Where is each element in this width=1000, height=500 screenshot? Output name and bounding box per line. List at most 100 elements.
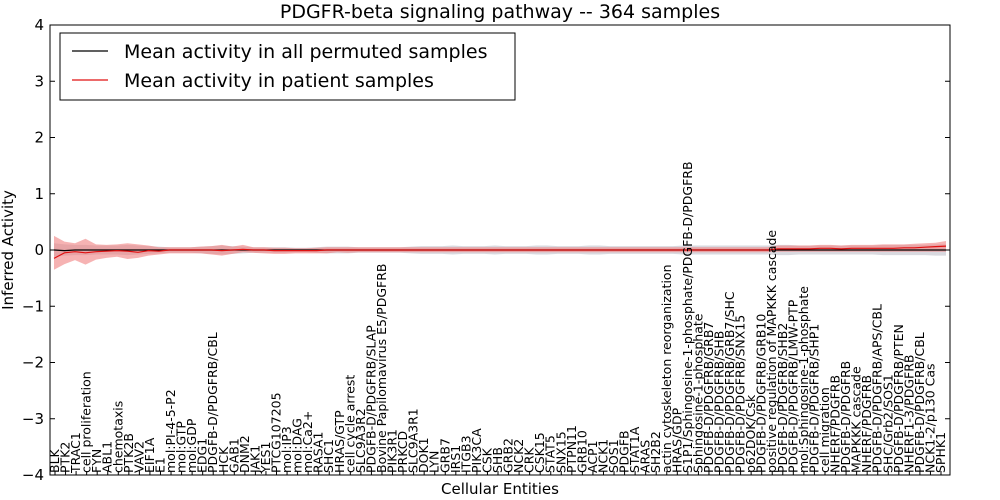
x-tick-label: SLC9A3R1 — [406, 408, 421, 473]
x-tick-label: NHERF/PDGFRB — [828, 375, 843, 473]
y-tick-label: −3 — [22, 410, 44, 428]
x-tick-label: BLK — [47, 448, 62, 473]
x-tick-label: PDGFB-D/PDGFRB/GRB7 — [701, 322, 716, 473]
x-tick-label: PTK2B — [121, 433, 136, 473]
plot-bands — [54, 235, 946, 270]
x-tick-label: PDGFB-D/PDGFRB/SLAP — [363, 325, 378, 473]
x-tick-label: PDGFB — [617, 430, 632, 473]
x-tick-label: S1P1/Sphingosine-1-phosphate/PDGFB-D/PDG… — [680, 161, 695, 473]
legend-box — [59, 32, 516, 101]
x-tick-label: HRAS/GTP — [332, 410, 347, 473]
plot-frame — [49, 24, 951, 476]
x-tick-label: mol:Ca2+ — [300, 411, 315, 473]
x-tick-label: mol:GDP — [184, 418, 199, 473]
x-tick-label: STAT1A — [627, 426, 642, 473]
x-tick-label: GRB2 — [501, 438, 516, 473]
plot-lines — [53, 245, 947, 259]
y-tick-label: 2 — [34, 129, 44, 147]
x-tick-label: PDGFB-D/PDGFRB/SNX15 — [733, 315, 748, 473]
x-tick-label: PDGFB-D/PDGFRB — [838, 361, 853, 473]
x-tick-label: mol:IP3 — [279, 426, 294, 473]
x-tick-label: HCK — [216, 446, 231, 473]
x-tick-label: HRAS/GDP — [669, 407, 684, 473]
x-tick-label: mol:PI-4-5-P2 — [163, 389, 178, 473]
x-tick-label: ABL1 — [100, 441, 115, 473]
x-tick-label: chemotaxis — [110, 401, 125, 473]
x-tick-label: GAB1 — [226, 438, 241, 473]
x-tick-label: PDGFB-D/PDGFRB/APS/CBL — [870, 304, 885, 473]
x-tick-label: ARAS — [638, 440, 653, 473]
x-tick-label: Sphingosine-1-phosphate — [690, 313, 705, 473]
x-tick-label: cell cycle arrest — [342, 375, 357, 473]
x-tick-label: GRB10 — [574, 430, 589, 473]
y-tick-label: 3 — [34, 72, 44, 90]
x-tick-label: SH2B2 — [648, 431, 663, 473]
x-tick-label: FYN — [89, 449, 104, 473]
x-tick-label: actin cytoskeleton reorganization — [659, 264, 674, 473]
x-tick-label: PDGFB-D/PDGFRB/SHB — [712, 331, 727, 473]
y-tick-label: 4 — [34, 16, 44, 34]
x-tick-label: PDGFB-D/PDGFRB/GRB7/SHC — [722, 291, 737, 473]
y-tick-label: −1 — [22, 297, 44, 315]
y-tick-label: −2 — [22, 354, 44, 372]
x-tick-label: YES1 — [258, 442, 273, 474]
x-tick-label: NHERF/PDGFRB — [859, 375, 874, 473]
x-tick-label: PDGFB-D/PDGFRB/CBL — [912, 332, 927, 473]
y-tick-label: 0 — [34, 241, 44, 259]
x-tick-label: PDGFB-D/PDGFRB/SHB2 — [775, 323, 790, 473]
x-tick-label: SHC1 — [321, 439, 336, 473]
x-tick-label: PIK3R1 — [385, 429, 400, 473]
x-tick-label: SHB — [490, 447, 505, 473]
x-tick-label: mol:GTP — [174, 421, 189, 473]
x-tick-label: PTK2 — [58, 442, 73, 473]
x-tick-label: RASA1 — [311, 432, 326, 473]
legend: Mean activity in all permuted samples Mea… — [59, 32, 516, 101]
x-tick-label: NCK1-2/p130 Cas — [923, 363, 938, 473]
series-line-1 — [53, 245, 947, 259]
x-tick-label: DOK1 — [416, 437, 431, 473]
x-tick-label: SHC/Grb2/SOS1 — [880, 374, 895, 473]
x-tick-label: NHERF1-3/PDGFRB — [901, 355, 916, 473]
x-tick-label: IRS1 — [448, 445, 463, 473]
x-tick-label: positive regulation of MAPKKK cascade — [764, 230, 779, 473]
x-tick-label: VAV2 — [131, 441, 146, 473]
y-tick-label: 1 — [34, 185, 44, 203]
x-tick-label: CSK15 — [532, 432, 547, 473]
x-tick-label: PDGFB-D/PDGFRB/LMW-PTP — [785, 299, 800, 473]
x-tick-label: SOS1 — [606, 439, 621, 473]
x-tick-label: JAK1 — [247, 445, 262, 474]
x-tick-label: PDGFB-D/PDGFRB/GRB10 — [754, 314, 769, 473]
x-tick-label: SPHK1 — [933, 432, 948, 473]
x-tick-label: PTPN11 — [564, 425, 579, 473]
chart-title: PDGFR-beta signaling pathway -- 364 samp… — [280, 1, 720, 23]
x-tick-label: PDGFB-D/PDGFRB/PTEN — [891, 324, 906, 473]
series-band-1 — [54, 235, 946, 270]
x-tick-label: ITGB3 — [458, 435, 473, 473]
x-tick-label: CRK — [522, 447, 537, 473]
legend-label-0: Mean activity in all permuted samples — [124, 41, 487, 63]
x-tick-label: mol:Sphingosine-1-phosphate — [796, 286, 811, 473]
x-tick-label: NCK1 — [596, 439, 611, 473]
x-tick-label: NCK2 — [511, 439, 526, 473]
x-tick-label: PDGFB-D/PDGFRB/CBL — [205, 332, 220, 473]
x-tick-label: LYN — [427, 451, 442, 473]
x-tick-label: PIK3CA — [469, 428, 484, 473]
x-tick-label: PRKCD — [395, 431, 410, 473]
x-tick-label: TRAC1 — [68, 432, 83, 474]
x-tick-label: p62DOK/Csk — [743, 394, 758, 473]
x-tick-label: CSK — [480, 447, 495, 473]
x-tick-label: MAPKKK cascade — [849, 366, 864, 473]
x-tick-label: ACP1 — [585, 440, 600, 473]
legend-label-1: Mean activity in patient samples — [124, 70, 434, 92]
x-tick-label: PTCG107205 — [269, 392, 284, 473]
x-tick-label: SLC9A3R2 — [353, 408, 368, 473]
x-tick-label: STAT5 — [543, 435, 558, 473]
x-tick-label: E1 — [153, 457, 168, 473]
y-axis-label: Inferred Activity — [0, 190, 17, 310]
x-tick-label: SNX15 — [553, 431, 568, 473]
x-tick-label: mol:DAG — [290, 418, 305, 473]
x-tick-label: cell proliferation — [79, 371, 94, 473]
x-tick-label: GRB7 — [437, 438, 452, 473]
